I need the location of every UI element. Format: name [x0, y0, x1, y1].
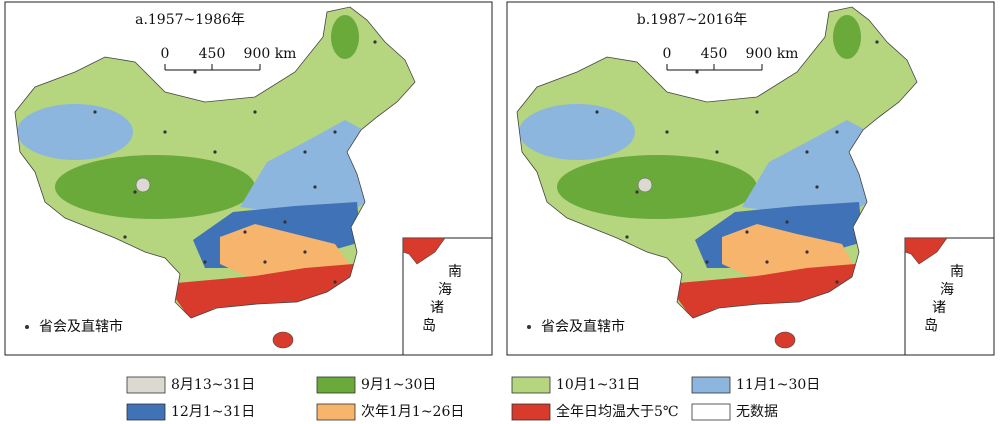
- panel-title: b.1987~2016年: [637, 12, 747, 28]
- region: [519, 104, 635, 160]
- legend-label: 次年1月1~26日: [361, 404, 464, 420]
- region: [165, 264, 357, 318]
- capital-dot: [595, 110, 599, 114]
- region: [220, 224, 355, 280]
- map-regions: [517, 7, 917, 318]
- inset-label: 南: [448, 264, 462, 280]
- legend-swatch: [316, 403, 356, 421]
- capital-dot: [333, 130, 337, 134]
- capital-dot: [785, 220, 789, 224]
- hainan: [774, 331, 796, 349]
- capital-dot: [665, 130, 669, 134]
- capital-dot: [283, 220, 287, 224]
- legend-swatch: [126, 376, 166, 394]
- scale-label: 900 km: [244, 46, 297, 62]
- inset-label: 海: [940, 282, 954, 298]
- capital-dot: [243, 230, 247, 234]
- capital-dot: [765, 260, 769, 264]
- point-legend: 省会及直辖市: [541, 318, 625, 335]
- map-outline: [14, 6, 416, 319]
- inset-land: [904, 237, 948, 265]
- point-legend: 省会及直辖市: [39, 318, 123, 335]
- region: [17, 104, 133, 160]
- legend-label: 全年日均温大于5℃: [556, 403, 679, 420]
- capital-dot: [695, 70, 699, 74]
- capital-dot: [213, 150, 217, 154]
- region: [331, 15, 359, 59]
- inset-label: 诸: [430, 300, 444, 316]
- legend-label: 12月1~31日: [171, 404, 255, 420]
- capital-dot: [163, 130, 167, 134]
- inset-label: 诸: [932, 300, 946, 316]
- inset-label: 海: [438, 282, 452, 298]
- capital-dot: [303, 250, 307, 254]
- capital-dot: [875, 40, 879, 44]
- capital-dot: [193, 70, 197, 74]
- scale-label: 0: [161, 46, 170, 62]
- region: [240, 120, 367, 220]
- region: [557, 155, 757, 219]
- inset-label: 南: [950, 264, 964, 280]
- legend-dot: [527, 325, 531, 329]
- legend-swatch: [316, 376, 356, 394]
- capital-dot: [805, 250, 809, 254]
- map-regions: [15, 7, 415, 318]
- scale-label: 900 km: [746, 46, 799, 62]
- legend-label: 无数据: [736, 404, 778, 420]
- inset-label: 岛: [422, 318, 436, 334]
- capital-dot: [373, 40, 377, 44]
- region: [637, 177, 653, 193]
- capital-dot: [253, 110, 257, 114]
- legend-swatch: [126, 403, 166, 421]
- capital-dot: [715, 150, 719, 154]
- capital-dot: [303, 150, 307, 154]
- capital-dot: [835, 280, 839, 284]
- legend-label: 8月13~31日: [171, 377, 255, 393]
- capital-dot: [313, 185, 317, 189]
- legend-dot: [25, 325, 29, 329]
- capital-dot: [625, 235, 629, 239]
- capital-dot: [203, 260, 207, 264]
- capital-dot: [805, 150, 809, 154]
- capital-dot: [815, 185, 819, 189]
- capital-dot: [705, 260, 709, 264]
- capital-dot: [835, 130, 839, 134]
- legend-swatch: [511, 403, 551, 421]
- scale-label: 0: [663, 46, 672, 62]
- legend-swatch: [691, 376, 731, 394]
- hainan: [272, 331, 294, 349]
- inset-label: 岛: [924, 318, 938, 334]
- region: [667, 264, 859, 318]
- region: [722, 224, 857, 280]
- region: [55, 155, 255, 219]
- capital-dot: [123, 235, 127, 239]
- scale-label: 450: [701, 46, 728, 62]
- capital-dot: [333, 280, 337, 284]
- legend-label: 9月1~30日: [361, 377, 436, 393]
- legend-label: 10月1~31日: [556, 377, 640, 393]
- region: [135, 177, 151, 193]
- legend-swatch: [511, 376, 551, 394]
- capital-dot: [93, 110, 97, 114]
- region: [833, 15, 861, 59]
- capital-dot: [263, 260, 267, 264]
- region: [742, 120, 869, 220]
- legend-label: 11月1~30日: [736, 377, 820, 393]
- capital-dot: [755, 110, 759, 114]
- scale-label: 450: [199, 46, 226, 62]
- capital-dot: [133, 190, 137, 194]
- legend-swatch: [691, 403, 731, 421]
- inset-land: [402, 237, 446, 265]
- panel-title: a.1957~1986年: [135, 12, 245, 28]
- capital-dot: [745, 230, 749, 234]
- map-outline: [516, 6, 918, 319]
- capital-dot: [635, 190, 639, 194]
